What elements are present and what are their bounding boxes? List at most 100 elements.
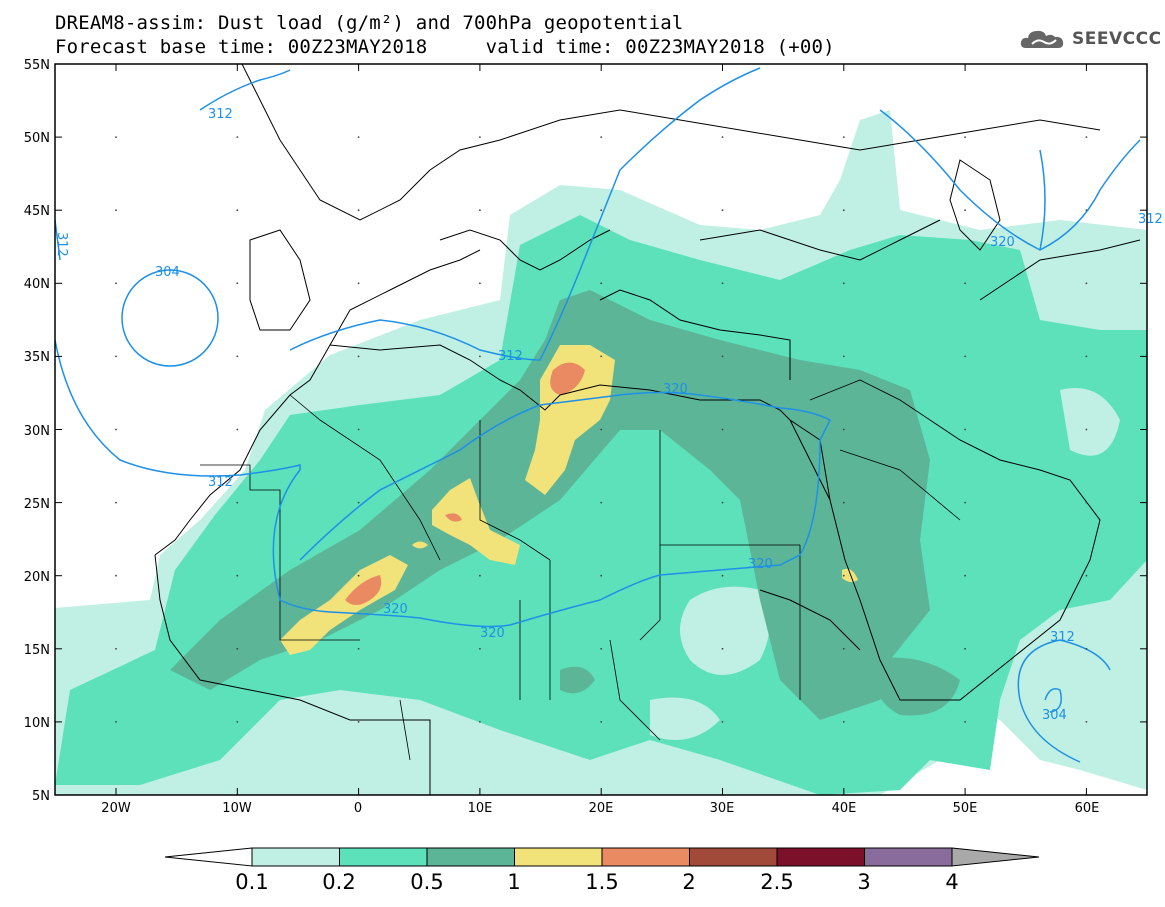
grid-dot [964, 501, 966, 504]
grid-dot [115, 721, 117, 723]
grid-dot [479, 574, 481, 577]
lat-label: 25N [24, 497, 50, 512]
contour-label: 320 [990, 235, 1015, 250]
colorbar [164, 847, 1040, 867]
contour-label: 312 [208, 107, 233, 122]
grid-dot [236, 574, 239, 577]
country-borders [200, 379, 961, 761]
contour-label: 320 [480, 626, 505, 641]
colorbar-label: 2 [682, 870, 696, 894]
grid-dot [600, 209, 603, 212]
grid-dot [115, 136, 117, 139]
dust-level-1 [525, 345, 615, 495]
colorbar-box [776, 847, 865, 867]
cloud-icon [1020, 30, 1064, 48]
grid-dot [842, 428, 845, 431]
colorbar-box [339, 847, 428, 867]
grid-dot [721, 282, 724, 285]
grid-dot [964, 136, 966, 139]
lon-labels: 20W 10W 0 10E 20E 30E 40E 50E 60E [101, 801, 1099, 816]
grid-dot [479, 282, 481, 285]
axis-ticks [55, 63, 1147, 796]
grid-dot [479, 428, 481, 431]
grid-dot [721, 501, 724, 504]
grid-dot [479, 501, 481, 504]
contour-label: 312 [1050, 630, 1075, 645]
colorbar-label: 1 [507, 870, 521, 894]
contour-label: 312 [208, 475, 233, 490]
grid-dot [357, 501, 360, 504]
grid-dot [600, 428, 603, 431]
grid-dot [236, 136, 239, 139]
contour-label: 312 [54, 232, 69, 257]
grid-dot [842, 647, 845, 650]
dust-level-1.5 [550, 362, 585, 395]
grid-dot [357, 209, 360, 212]
grid-dot [357, 136, 360, 139]
grid-dot [479, 136, 481, 139]
grid-dot [964, 428, 966, 431]
coastlines [154, 64, 1141, 795]
grid-dot [357, 647, 360, 650]
lon-label: 0 [354, 801, 362, 816]
colorbar-box [864, 847, 953, 867]
grid-dot [964, 282, 966, 285]
grid-dot [236, 501, 239, 504]
grid-dot [842, 355, 845, 358]
colorbar-label: 3 [857, 870, 871, 894]
contour-label: 320 [663, 382, 688, 397]
lat-label: 10N [24, 716, 50, 731]
grid-dot [1085, 647, 1088, 650]
geopotential-contours [55, 67, 1141, 763]
colorbar-label: 2.5 [760, 870, 794, 894]
grid-dot [236, 282, 239, 285]
grid-dot [964, 355, 966, 358]
grid-dot [600, 647, 603, 650]
grid-dot [1085, 574, 1088, 577]
grid-dot [479, 647, 481, 650]
lat-label: 35N [24, 350, 50, 365]
grid-dot [721, 428, 724, 431]
colorbar-right-arrow [951, 847, 1040, 867]
lon-label: 60E [1075, 801, 1100, 816]
grid-dot [357, 574, 360, 577]
grid-dot [842, 136, 845, 139]
contour-label: 312 [1138, 212, 1163, 227]
grid-dot [357, 355, 360, 358]
lon-label: 50E [953, 801, 978, 816]
contour-label: 320 [748, 557, 773, 572]
grid-dot [721, 136, 724, 139]
colorbar-box [514, 847, 603, 867]
grid-dot [721, 647, 724, 650]
grid-dot [600, 282, 603, 285]
lon-label: 10W [222, 801, 252, 816]
grid-dot [1085, 501, 1088, 504]
lat-label: 40N [24, 277, 50, 292]
grid-dot [721, 574, 724, 577]
lat-label: 15N [24, 643, 50, 658]
grid-dot [842, 574, 845, 577]
grid-dot [479, 721, 481, 723]
colorbar-box [689, 847, 778, 867]
map-title: DREAM8-assim: Dust load (g/m²) and 700hP… [55, 12, 684, 34]
colorbar-box [426, 847, 515, 867]
seevccc-logo: SEEVCCC [1018, 26, 1162, 52]
grid-dot [1085, 282, 1088, 285]
grid-dot [357, 282, 360, 285]
grid-dot [115, 282, 117, 285]
forecast-time: Forecast base time: 00Z23MAY2018 valid t… [55, 36, 835, 58]
grid-dot [479, 355, 481, 358]
grid-dot [842, 721, 845, 723]
grid-dot [236, 428, 239, 431]
colorbar-label: 1.5 [585, 870, 619, 894]
contour-label: 304 [1042, 708, 1067, 723]
grid-dot [115, 355, 117, 358]
grid-dot [842, 501, 845, 504]
lon-label: 30E [710, 801, 735, 816]
grid-dot [115, 574, 117, 577]
grid-dot [115, 209, 117, 212]
lon-label: 40E [832, 801, 857, 816]
grid-dot [236, 647, 239, 650]
grid-dot [1085, 428, 1088, 431]
